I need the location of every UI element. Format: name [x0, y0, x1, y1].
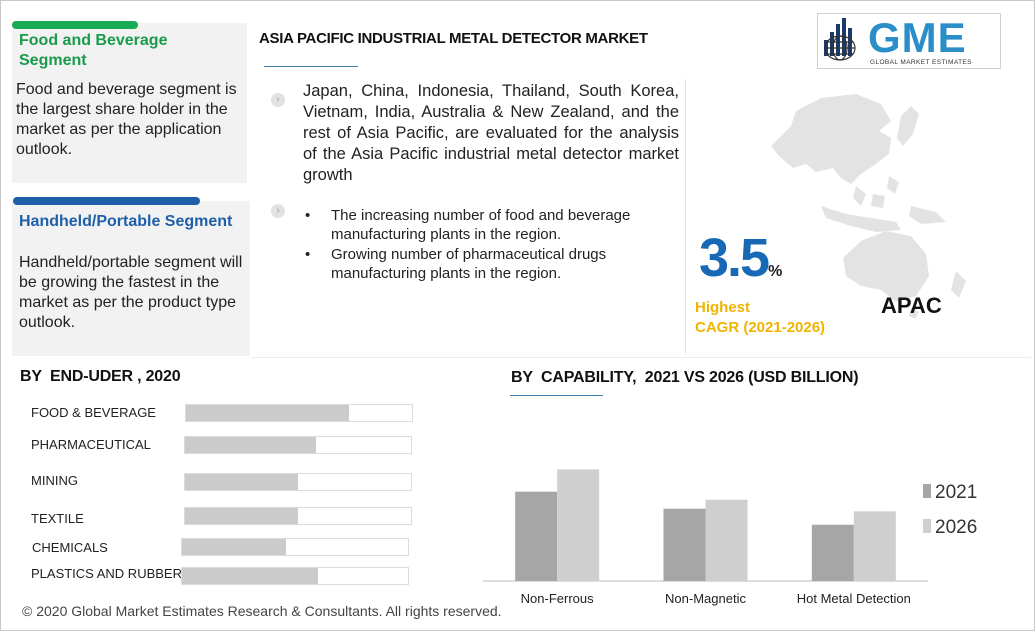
- asia-pacific-map: [771, 94, 966, 319]
- enduser-bar-track: [181, 567, 409, 585]
- food-segment-text: Food and beverage segment is the largest…: [16, 81, 237, 158]
- handheld-segment-title: Handheld/Portable Segment: [19, 213, 233, 230]
- chevron-right-icon: ›: [271, 93, 285, 107]
- enduser-bar: [185, 474, 298, 490]
- legend-label: 2026: [935, 517, 977, 538]
- enduser-bar-track: [181, 538, 409, 556]
- cagr-value: 3.5: [699, 228, 770, 288]
- handheld-segment-text: Handheld/portable segment will be growin…: [19, 254, 243, 331]
- handheld-segment-panel: [12, 201, 250, 356]
- enduser-category-label: PLASTICS AND RUBBER: [31, 566, 182, 581]
- regions-paragraph: Japan, China, Indonesia, Thailand, South…: [303, 82, 679, 184]
- enduser-bar-track: [184, 507, 412, 525]
- cagr-label-line2: CAGR (2021-2026): [695, 319, 826, 336]
- enduser-category-label: MINING: [31, 473, 78, 488]
- section-divider: [251, 357, 1031, 358]
- page-title: ASIA PACIFIC INDUSTRIAL METAL DETECTOR M…: [259, 30, 648, 47]
- capability-bar-2021: [515, 491, 558, 581]
- enduser-bar: [185, 437, 317, 453]
- globe-icon: [824, 18, 856, 61]
- enduser-category-label: FOOD & BEVERAGE: [31, 405, 156, 420]
- enduser-category-label: TEXTILE: [31, 511, 84, 526]
- cagr-label-line1: Highest: [695, 299, 751, 316]
- enduser-bar: [182, 568, 318, 584]
- chevron-right-icon: ›: [271, 204, 285, 218]
- enduser-bar: [185, 508, 298, 524]
- enduser-category-label: PHARMACEUTICAL: [31, 437, 151, 452]
- capability-bar-2026: [557, 469, 600, 581]
- legend-swatch: [923, 484, 931, 498]
- capability-bar-2021: [811, 524, 854, 581]
- legend-label: 2021: [935, 482, 977, 503]
- enduser-bar: [186, 405, 349, 421]
- enduser-bar-track: [185, 404, 413, 422]
- list-item-text: The increasing number of food and bevera…: [331, 207, 631, 243]
- logo-text: GME: [868, 14, 967, 61]
- capability-category-label: Non-Ferrous: [521, 591, 594, 606]
- capability-bar-2021: [663, 508, 706, 581]
- capability-bar-2026: [705, 499, 748, 581]
- bullet-dot: •: [305, 207, 311, 224]
- capability-chart: Non-Ferrous Non-Magnetic Hot Metal Detecti…: [483, 469, 977, 606]
- cagr-unit: %: [768, 263, 783, 280]
- bullet-dot: •: [305, 246, 311, 263]
- region-label: APAC: [881, 293, 942, 318]
- capability-category-label: Non-Magnetic: [665, 591, 746, 606]
- list-item: • The increasing number of food and beve…: [303, 206, 683, 244]
- list-item: • Growing number of pharmaceutical drugs…: [303, 245, 683, 283]
- food-segment-title: Food and Beverage Segment: [19, 32, 168, 69]
- capability-chart-title: BY CAPABILITY, 2021 VS 2026 (USD BILLION…: [511, 369, 859, 386]
- food-segment-bar: [12, 21, 138, 29]
- legend-swatch: [923, 519, 931, 533]
- copyright-footer: © 2020 Global Market Estimates Research …: [22, 603, 502, 619]
- capability-title-underline: [510, 395, 603, 396]
- enduser-bar-track: [184, 473, 412, 491]
- capability-bar-2026: [853, 511, 896, 581]
- drivers-list: • The increasing number of food and beve…: [303, 206, 683, 284]
- gme-logo: GME GLOBAL MARKET ESTIMATES: [817, 13, 1001, 69]
- title-underline: [264, 66, 358, 67]
- capability-category-label: Hot Metal Detection: [797, 591, 911, 606]
- enduser-chart-title: BY END-UDER , 2020: [20, 368, 181, 385]
- list-item-text: Growing number of pharmaceutical drugs m…: [331, 246, 607, 282]
- enduser-category-label: CHEMICALS: [32, 540, 108, 555]
- logo-subtext: GLOBAL MARKET ESTIMATES: [870, 59, 972, 66]
- cagr-value-wrap: 3.5%: [699, 227, 782, 289]
- handheld-segment-bar: [13, 197, 200, 205]
- food-segment-panel: [12, 23, 247, 183]
- enduser-bar-track: [184, 436, 412, 454]
- divider: [685, 79, 686, 354]
- enduser-bar: [182, 539, 286, 555]
